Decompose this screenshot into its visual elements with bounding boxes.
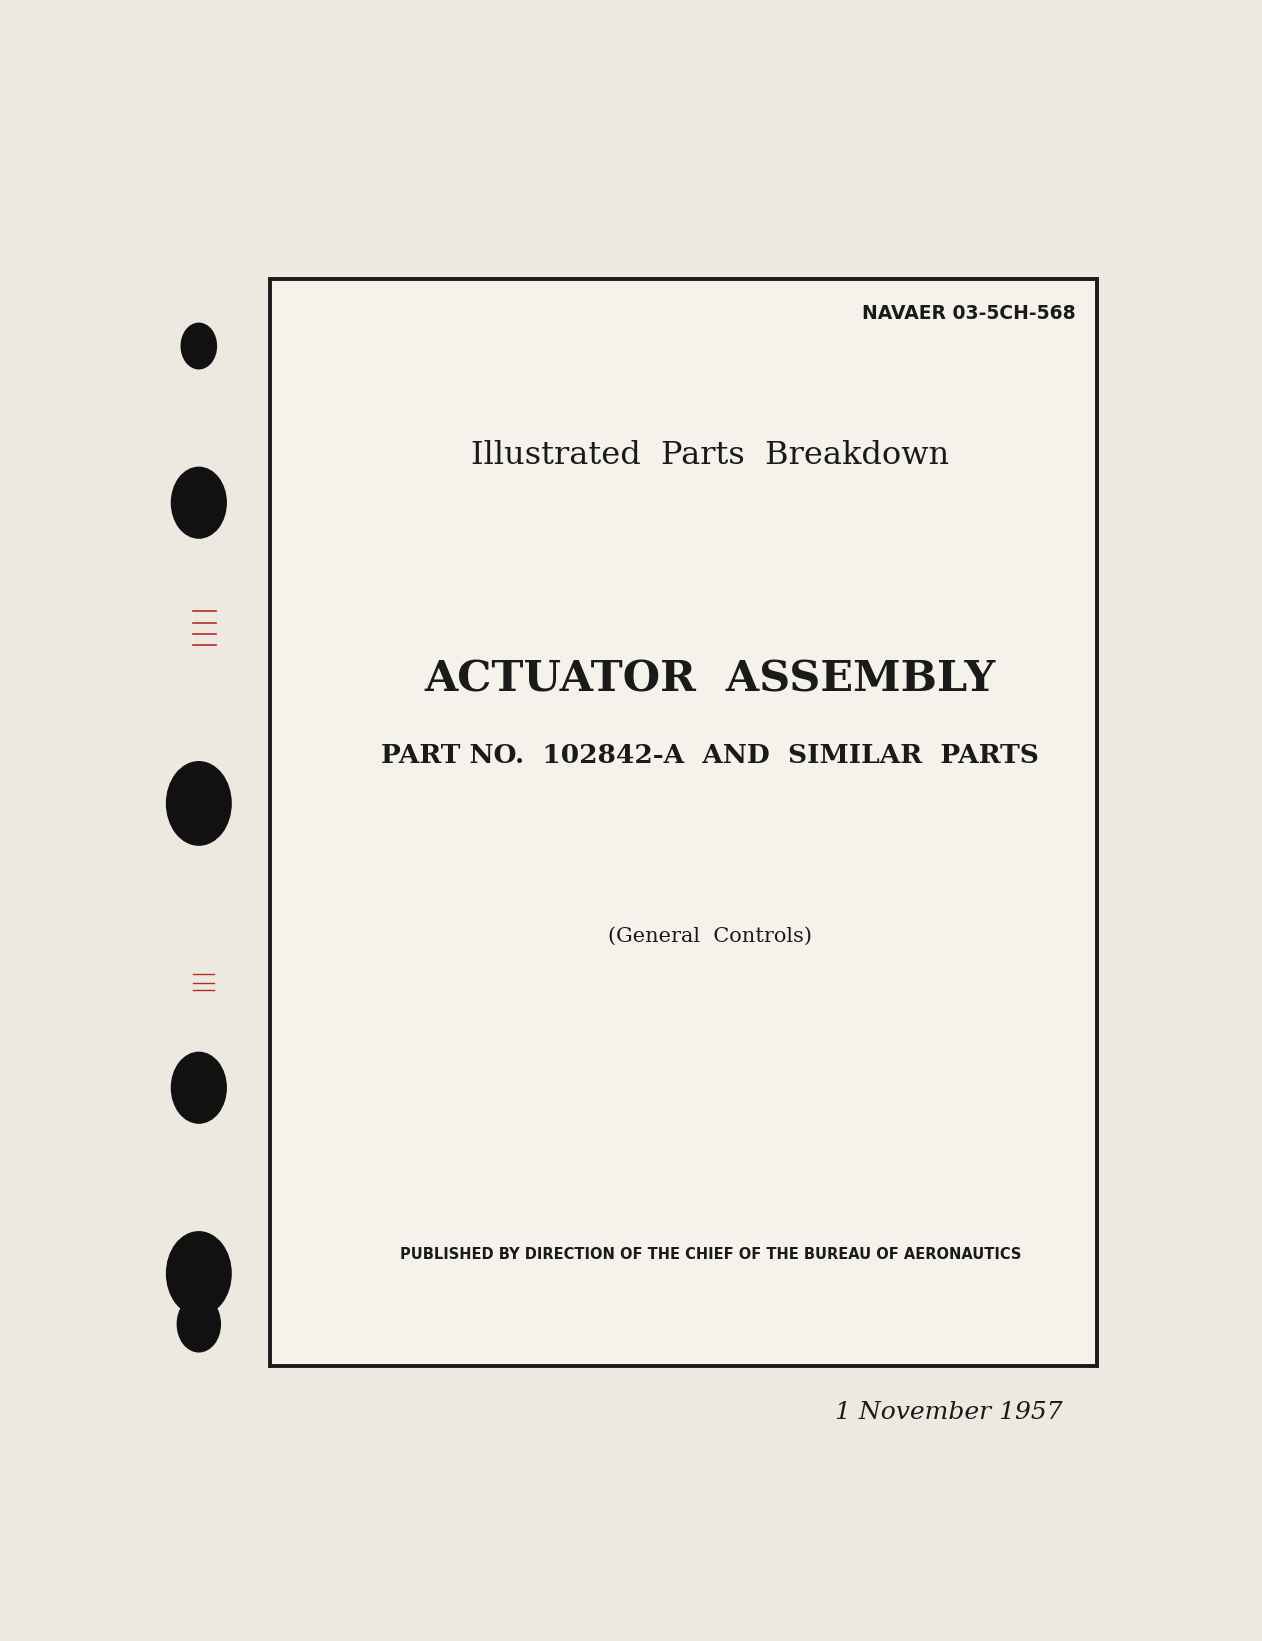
FancyBboxPatch shape (270, 279, 1097, 1365)
Circle shape (172, 1052, 226, 1122)
Circle shape (177, 1296, 221, 1352)
Text: 1 November 1957: 1 November 1957 (835, 1401, 1063, 1424)
Text: ACTUATOR  ASSEMBLY: ACTUATOR ASSEMBLY (425, 658, 996, 701)
Circle shape (167, 1232, 231, 1314)
Text: NAVAER 03-5CH-568: NAVAER 03-5CH-568 (862, 304, 1075, 323)
Text: PART NO.  102842-A  AND  SIMILAR  PARTS: PART NO. 102842-A AND SIMILAR PARTS (381, 743, 1040, 768)
Circle shape (167, 761, 231, 845)
Circle shape (172, 468, 226, 538)
Text: Illustrated  Parts  Breakdown: Illustrated Parts Breakdown (471, 440, 949, 471)
Text: PUBLISHED BY DIRECTION OF THE CHIEF OF THE BUREAU OF AERONAUTICS: PUBLISHED BY DIRECTION OF THE CHIEF OF T… (400, 1247, 1021, 1262)
Text: (General  Controls): (General Controls) (608, 927, 813, 945)
Circle shape (182, 323, 217, 369)
